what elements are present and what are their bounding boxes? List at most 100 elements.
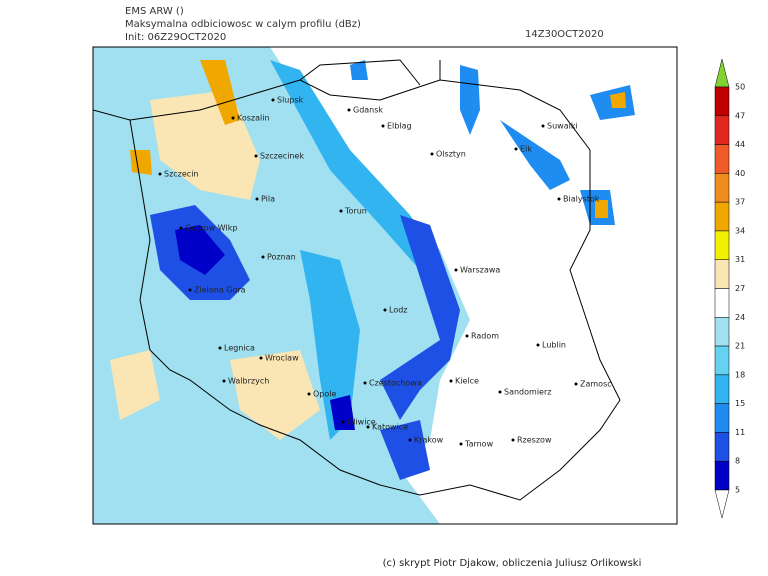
colorbar-under (714, 489, 730, 519)
city-label: Kielce (455, 377, 479, 386)
colorbar-label: 40 (735, 169, 745, 178)
colorbar-box (714, 201, 730, 232)
city-label: Katowice (372, 423, 408, 432)
city-dot (254, 154, 258, 158)
colorbar-box (714, 173, 730, 203)
city-label: Zamosc (580, 380, 612, 389)
city-label: Suwalki (547, 122, 578, 131)
city-dot (179, 226, 183, 230)
border (129, 79, 621, 501)
precip-band (270, 60, 440, 440)
colorbar-label: 21 (735, 342, 745, 351)
colorbar-label: 15 (735, 399, 745, 408)
colorbar-box (714, 317, 730, 347)
city-label: Zielona Gora (194, 286, 246, 295)
city-label: Gliwice (347, 418, 376, 427)
city-label: Szczecinek (260, 152, 304, 161)
city-label: Pila (261, 195, 275, 204)
city-label: Olsztyn (436, 150, 466, 159)
init-label: Init: 06Z29OCT2020 (125, 32, 226, 43)
city-label: Torun (344, 207, 367, 216)
footer: (c) skrypt Piotr Djakow, obliczenia Juli… (383, 558, 642, 569)
city-dot (465, 334, 469, 338)
city-dot (158, 172, 162, 176)
city-label: Koszalin (237, 114, 270, 123)
colorbar-label: 31 (735, 255, 745, 264)
city-label: Elblag (387, 122, 412, 131)
city-dot (347, 108, 351, 112)
city-label: Walbrzych (228, 377, 269, 386)
city-label: Czestochowa (369, 379, 422, 388)
city-label: Gdansk (353, 106, 383, 115)
colorbar-box (714, 345, 730, 376)
colorbar-label: 24 (735, 313, 745, 322)
city-label: Radom (471, 332, 499, 341)
colorbar-box (714, 288, 730, 318)
colorbar-label: 18 (735, 370, 745, 379)
map-frame (92, 46, 678, 525)
city-dot (541, 124, 545, 128)
city-dot (222, 379, 226, 383)
colorbar-label: 44 (735, 140, 745, 149)
city-label: Sandomierz (504, 388, 551, 397)
city-labels: Slupsk Gdansk Koszalin Elblag Suwalki Szczeci… (158, 96, 612, 449)
city-dot (261, 255, 265, 259)
colorbar-label: 27 (735, 284, 745, 293)
city-label: Szczecin (164, 170, 199, 179)
colorbar-box (714, 432, 730, 462)
city-dot (536, 343, 540, 347)
city-dot (363, 381, 367, 385)
field-label: Maksymalna odbiciowosc w calym profilu (… (125, 19, 361, 30)
city-dot (271, 98, 275, 102)
city-label: Warszawa (460, 266, 500, 275)
city-label: Wroclaw (265, 354, 299, 363)
city-label: Krakow (414, 436, 444, 445)
city-dot (511, 438, 515, 442)
city-dot (574, 382, 578, 386)
map: Slupsk Gdansk Koszalin Elblag Suwalki Szczeci… (92, 46, 678, 525)
colorbar-box (714, 230, 730, 260)
colorbar-box (714, 144, 730, 174)
city-dot (430, 152, 434, 156)
colorbar-label: 37 (735, 198, 745, 207)
colorbar-label: 8 (735, 457, 740, 466)
colorbar-label: 50 (735, 83, 745, 92)
city-dot (408, 438, 412, 442)
colorbar-label: 34 (735, 226, 745, 235)
colorbar-label: 11 (735, 428, 745, 437)
colorbar-box (714, 259, 730, 289)
city-dot (381, 124, 385, 128)
colorbar-label: 47 (735, 111, 745, 120)
city-label: Tarnow (464, 440, 494, 449)
city-label: Lublin (542, 341, 566, 350)
colorbar-box (714, 86, 730, 117)
city-label: Legnica (224, 344, 255, 353)
city-dot (383, 308, 387, 312)
city-dot (514, 147, 518, 151)
city-label: Opole (313, 390, 336, 399)
city-dot (307, 392, 311, 396)
city-label: Poznan (267, 253, 296, 262)
city-dot (459, 442, 463, 446)
city-label: Elk (520, 145, 532, 154)
valid-label: 14Z30OCT2020 (525, 29, 604, 40)
city-dot (557, 197, 561, 201)
city-dot (218, 346, 222, 350)
precip-deep (175, 225, 355, 430)
city-dot (366, 425, 370, 429)
colorbar-over (714, 58, 730, 88)
colorbar-box (714, 460, 730, 491)
colorbar-box (714, 403, 730, 433)
model-label: EMS ARW () (125, 6, 184, 17)
precip-dark (150, 205, 460, 480)
city-label: Bialystok (563, 195, 600, 204)
city-dot (449, 379, 453, 383)
colorbar-label: 5 (735, 486, 740, 495)
city-label: Lodz (389, 306, 408, 315)
city-dot (259, 356, 263, 360)
city-dot (188, 288, 192, 292)
city-dot (255, 197, 259, 201)
coast (93, 59, 441, 121)
colorbar-box (714, 374, 730, 404)
